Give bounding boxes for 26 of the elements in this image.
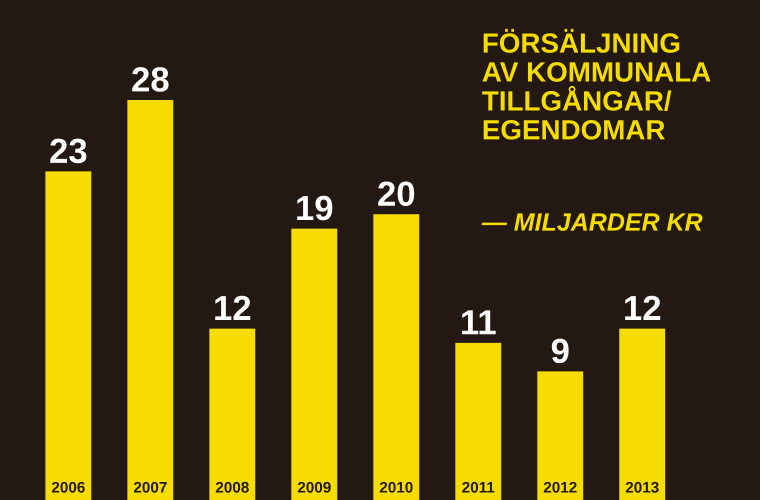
data-label: 19: [297, 196, 332, 220]
data-label: 20: [378, 181, 414, 206]
bar: [537, 371, 584, 500]
bar: [209, 328, 256, 500]
data-label: 12: [625, 296, 660, 320]
bar: [455, 342, 502, 500]
x-tick-label: 2010: [380, 482, 413, 493]
x-tick-label: 2009: [298, 482, 331, 493]
data-label: 9: [552, 338, 569, 364]
data-label: 11: [462, 310, 496, 334]
bar: [373, 214, 420, 500]
bar: [291, 228, 338, 500]
bar: [45, 171, 92, 500]
x-tick-label: 2013: [626, 482, 659, 493]
x-tick-label: 2011: [462, 482, 494, 493]
x-tick-label: 2008: [216, 482, 249, 493]
x-tick-label: 2007: [134, 482, 167, 493]
x-tick-label: 2012: [544, 482, 577, 493]
bar: [127, 100, 174, 500]
data-label: 12: [215, 296, 250, 320]
x-tick-label: 2006: [52, 482, 85, 493]
bar: [619, 328, 666, 500]
data-label: 28: [132, 67, 169, 92]
chart-title: FÖRSÄLJNING AV KOMMUNALA TILLGÅNGAR/ EGENDOMAR: [482, 28, 711, 140]
data-label: 23: [50, 138, 86, 164]
text: — MILJARDER KR: [482, 213, 703, 231]
